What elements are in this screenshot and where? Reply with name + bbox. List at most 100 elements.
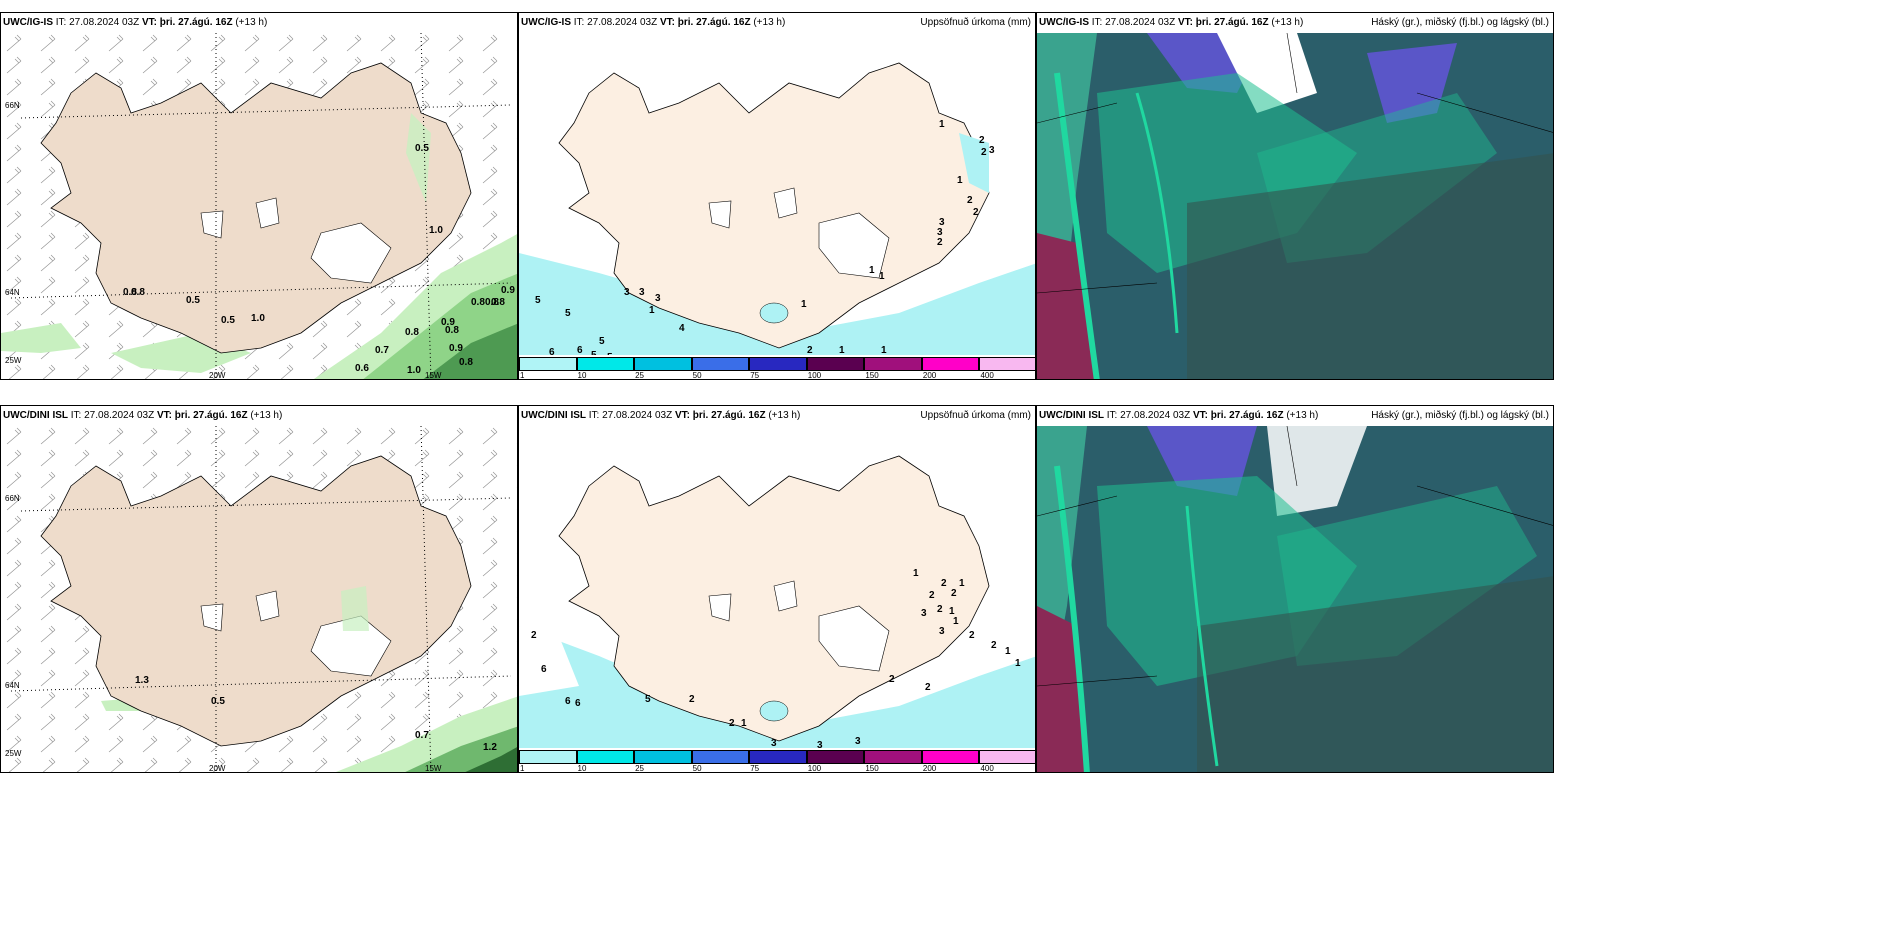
value-label: 2 [929,590,935,601]
colorbar-swatch [806,357,865,371]
colorbar-tick: 25 [635,371,645,380]
colorbar-swatch [921,750,980,764]
value-label: 3 [655,293,661,304]
value-label: 1.0 [429,225,443,236]
lat-label: 25W [5,749,22,758]
value-label: 0.8 [471,297,485,308]
cloud-panel-top: UWC/IG-IS IT: 27.08.2024 03Z VT: þri. 27… [1036,12,1554,380]
value-label: 0.5 [221,315,235,326]
value-label: 2 [941,578,947,589]
colorbar-tick: 1 [520,764,525,773]
value-label: 1 [741,718,747,729]
value-label: 6 [549,347,555,355]
lat-label: 66N [5,101,20,110]
cloud-map [1037,426,1553,772]
value-label: 0.8 [491,297,505,308]
colorbar-swatch [634,750,692,764]
panel-title: UWC/DINI ISL IT: 27.08.2024 03Z VT: þri.… [3,410,283,421]
lat-label: 66N [5,494,20,503]
value-label: 6 [565,696,571,707]
value-label: 0.6 [355,363,369,374]
value-label: 0.5 [211,696,225,707]
lat-label: 64N [5,681,20,690]
value-label: 1.0 [407,365,421,376]
wind-map: 66N 64N 25W 20W 15W 0.51.00.80.80.50.5 1.… [1,33,517,380]
value-label: 0.8 [485,297,499,308]
value-label: 3 [939,217,945,228]
value-label: 0.8 [405,327,419,338]
value-label: 5 [645,694,651,705]
colorbar-swatch [576,750,635,764]
colorbar-tick: 200 [922,764,937,773]
value-label: 0.9 [449,343,463,354]
value-label: 5 [535,295,541,306]
wind-map: 66N 64N 25W 20W 15W 1.3 0.5 0.7 1.2 [1,426,517,772]
panel-subtitle: Háský (gr.), miðský (fj.bl.) og lágský (… [1371,410,1549,421]
panel-subtitle: Uppsöfnuð úrkoma (mm) [920,410,1031,421]
colorbar-tick: 10 [577,371,587,380]
colorbar-swatch [576,357,635,371]
panel-title: UWC/DINI ISL IT: 27.08.2024 03Z VT: þri.… [1039,410,1319,421]
colorbar-tick: 400 [980,371,994,380]
colorbar-swatch [979,750,1035,764]
value-label: 2 [979,135,985,146]
colorbar-swatch [691,357,750,371]
value-label: 2 [889,674,895,685]
precip-panel-bottom: UWC/DINI ISL IT: 27.08.2024 03Z VT: þri.… [518,405,1036,773]
precip-map: 1223122332113331455566551211 [519,33,1035,355]
value-label: 1.0 [251,313,265,324]
colorbar-swatch [864,750,922,764]
value-label: 1 [953,616,959,627]
colorbar-tick: 200 [922,371,937,380]
colorbar-swatch [864,357,922,371]
colorbar-tick: 25 [635,764,645,773]
value-label: 2 [951,588,957,599]
value-label: 1 [649,305,655,316]
value-label: 3 [921,608,927,619]
cloud-panel-bottom: UWC/DINI ISL IT: 27.08.2024 03Z VT: þri.… [1036,405,1554,773]
value-label: 5 [607,352,613,355]
precip-colorbar: 1 10 25 50 75 100 150 200 400 [519,746,1035,772]
colorbar-tick: 100 [807,371,822,380]
value-label: 6 [541,664,547,675]
value-label: 3 [855,736,861,747]
value-label: 0.8 [459,357,473,368]
value-label: 1 [949,606,955,617]
value-label: 1 [959,578,965,589]
value-label: 2 [967,195,973,206]
value-label: 6 [577,345,583,355]
value-label: 1.3 [135,675,149,686]
lon-label: 20W [209,371,226,380]
value-label: 3 [989,145,995,156]
colorbar-swatch [749,750,807,764]
value-label: 1 [879,271,885,282]
value-label: 6 [575,698,581,709]
colorbar-swatch [979,357,1035,371]
wind-panel-top: UWC/IG-IS IT: 27.08.2024 03Z VT: þri. 27… [0,12,518,380]
colorbar-swatch [806,750,865,764]
value-label: 5 [565,308,571,319]
value-label: 0.8 [123,287,137,298]
value-label: 3 [817,740,823,748]
value-label: 1 [913,568,919,579]
value-label: 2 [729,718,735,729]
value-label: 1.2 [483,742,497,753]
colorbar-swatch [921,357,980,371]
value-label: 2 [807,345,813,355]
value-label: 0.9 [441,317,455,328]
value-label: 2 [991,640,997,651]
colorbar-tick: 150 [865,764,879,773]
panel-title: UWC/IG-IS IT: 27.08.2024 03Z VT: þri. 27… [1039,17,1304,28]
value-label: 1 [869,265,875,276]
value-label: 4 [679,323,685,334]
colorbar-tick: 75 [750,371,760,380]
panel-title: UWC/IG-IS IT: 27.08.2024 03Z VT: þri. 27… [521,17,786,28]
value-label: 2 [531,630,537,641]
value-label: 3 [771,738,777,748]
colorbar-tick: 100 [807,764,822,773]
colorbar-tick: 75 [750,764,760,773]
value-label: 0.8 [131,287,145,298]
value-label: 3 [937,227,943,238]
colorbar-swatch [749,357,807,371]
